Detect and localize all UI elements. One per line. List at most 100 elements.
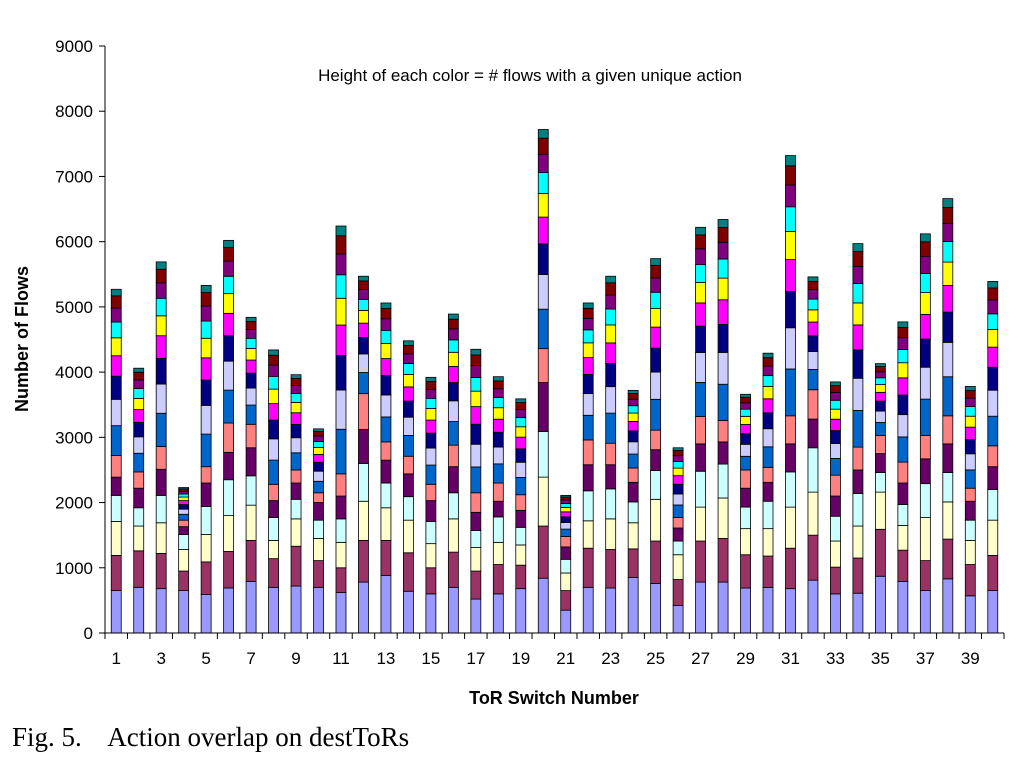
- bar-segment: [605, 362, 617, 388]
- x-tick-label: 17: [466, 649, 485, 668]
- bar-segment: [717, 277, 729, 301]
- bar-segment: [470, 530, 482, 548]
- bar-segment: [695, 382, 706, 417]
- bar-segment: [627, 577, 639, 634]
- bar-segment: [605, 308, 617, 326]
- bar-segment: [155, 553, 167, 590]
- bar-segment: [335, 518, 347, 543]
- bar-segment: [942, 443, 954, 473]
- bar-segment: [268, 349, 279, 356]
- bar-segment: [155, 315, 167, 337]
- bar-segment: [919, 434, 931, 460]
- bar-stack: [515, 398, 527, 634]
- bar-segment: [537, 216, 549, 245]
- bar-segment: [605, 342, 617, 364]
- bar-segment: [268, 354, 279, 366]
- bar-segment: [425, 419, 437, 434]
- bar-segment: [133, 471, 145, 489]
- bar-segment: [852, 324, 864, 351]
- bar-segment: [178, 526, 190, 535]
- bar-segment: [110, 494, 122, 522]
- caption-label: Fig. 5.: [12, 722, 82, 752]
- bar-segment: [335, 253, 347, 276]
- bar-stack: [874, 363, 886, 634]
- bar-segment: [492, 380, 504, 390]
- bar-segment: [987, 366, 999, 391]
- bar-segment: [785, 259, 796, 292]
- bar-segment: [582, 317, 594, 331]
- bar-stack: [290, 374, 302, 634]
- bar-segment: [830, 515, 841, 542]
- bar-stack: [380, 302, 392, 634]
- bar-segment: [852, 243, 864, 252]
- bar-segment: [492, 418, 504, 433]
- bar-segment: [830, 443, 841, 459]
- bar-segment: [942, 261, 954, 286]
- bar-segment: [807, 447, 819, 493]
- bar-segment: [852, 446, 864, 471]
- bar-segment: [650, 583, 662, 634]
- bar-stack: [627, 389, 639, 634]
- bar-segment: [245, 504, 257, 541]
- bar-segment: [335, 473, 347, 497]
- bar-segment: [537, 274, 549, 310]
- bar-segment: [178, 513, 190, 521]
- bar-segment: [492, 564, 504, 595]
- bar-segment: [155, 268, 167, 284]
- bar-segment: [897, 549, 909, 582]
- bar-segment: [785, 206, 796, 232]
- bar-stack: [470, 348, 482, 634]
- bar-segment: [672, 483, 684, 495]
- bar-segment: [335, 428, 347, 475]
- bar-segment: [403, 363, 414, 375]
- bar-segment: [178, 504, 190, 510]
- bar-segment: [358, 539, 369, 583]
- bar-segment: [672, 450, 684, 457]
- bar-segment: [627, 398, 639, 407]
- bar-segment: [762, 481, 774, 502]
- bar-segment: [268, 539, 279, 560]
- bar-segment: [245, 372, 257, 389]
- bar-segment: [313, 538, 324, 562]
- y-tick-label: 8000: [55, 102, 93, 121]
- bar-segment: [133, 487, 145, 509]
- bar-segment: [133, 379, 145, 389]
- bar-stack: [942, 198, 954, 634]
- bar-stack: [245, 316, 257, 634]
- bar-segment: [470, 406, 482, 425]
- bar-segment: [470, 390, 482, 408]
- y-tick-label: 6000: [55, 233, 93, 252]
- bar-segment: [740, 424, 751, 435]
- bar-stack: [425, 376, 437, 634]
- bar-segment: [874, 491, 886, 530]
- x-tick-label: 9: [291, 649, 300, 668]
- bar-segment: [268, 403, 279, 421]
- bar-segment: [155, 446, 167, 470]
- bar-segment: [650, 291, 662, 309]
- bar-segment: [447, 313, 459, 320]
- bar-stack: [919, 233, 931, 634]
- bar-segment: [942, 241, 954, 263]
- bar-segment: [155, 357, 167, 385]
- bar-segment: [897, 349, 909, 364]
- bar-segment: [695, 325, 706, 353]
- bar-segment: [650, 429, 662, 451]
- bar-segment: [268, 419, 279, 440]
- bar-segment: [155, 261, 167, 270]
- bar-segment: [830, 474, 841, 497]
- bar-segment: [807, 309, 819, 323]
- bar-segment: [492, 500, 504, 518]
- bar-segment: [695, 470, 706, 508]
- bar-segment: [313, 480, 324, 494]
- x-tick-label: 11: [332, 649, 350, 668]
- bar-segment: [133, 397, 145, 411]
- bar-segment: [178, 570, 190, 592]
- bar-segment: [964, 564, 976, 597]
- bar-segment: [290, 498, 302, 520]
- bar-segment: [313, 461, 324, 472]
- bar-segment: [785, 155, 796, 167]
- bar-stack: [223, 239, 235, 634]
- bar-segment: [987, 281, 999, 289]
- bar-segment: [605, 412, 617, 444]
